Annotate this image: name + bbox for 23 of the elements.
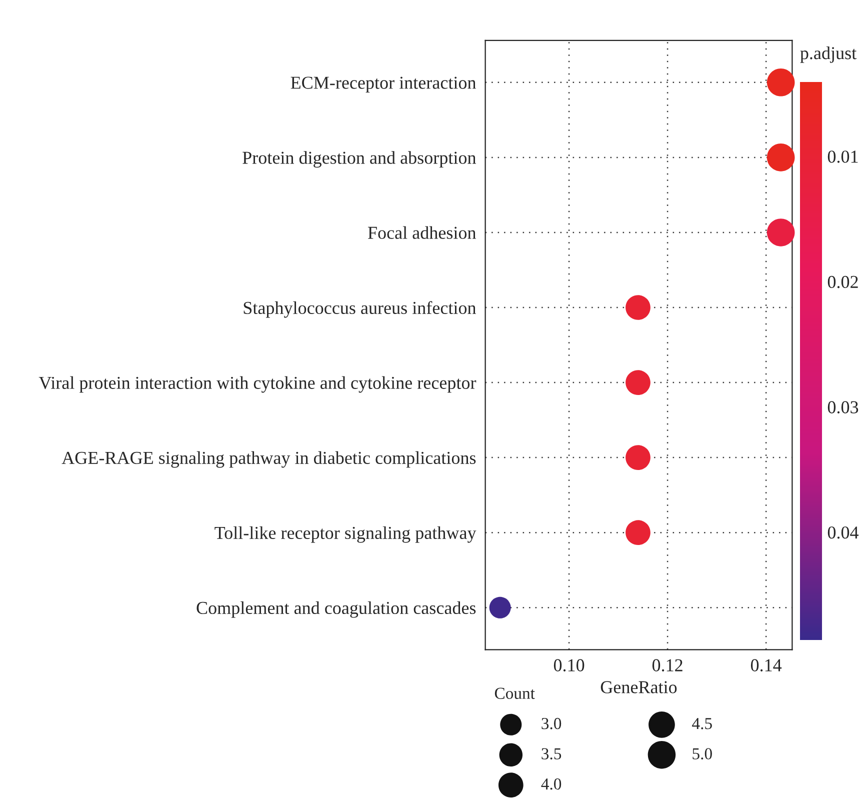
y-tick-label: Focal adhesion xyxy=(368,226,476,239)
y-tick-label: Staphylococcus aureus infection xyxy=(244,301,476,318)
x-tick-label: 0.10 xyxy=(554,659,584,672)
legend-label: 4.0 xyxy=(541,778,562,790)
y-tick-label: ECM-receptor interaction xyxy=(290,76,476,93)
legend-label: 4.5 xyxy=(692,718,712,730)
color-bar-label: 0.01 xyxy=(828,150,858,163)
x-tick-label: 0.12 xyxy=(652,659,682,672)
y-tick-label: AGE-RAGE signaling pathway in diabetic complications xyxy=(62,451,476,468)
y-tick-label: Toll-like receptor signaling pathway xyxy=(214,526,476,543)
x-axis-title: GeneRatio xyxy=(600,681,677,694)
y-tick-label: Complement and coagulation cascades xyxy=(196,601,476,618)
legend-label: 3.5 xyxy=(542,748,562,760)
color-bar-label: 0.04 xyxy=(828,526,859,539)
y-tick-label: Viral protein interaction with cytokine and cytokine receptor xyxy=(38,376,476,393)
color-bar-title: p.adjust xyxy=(800,46,856,63)
x-tick-label: 0.14 xyxy=(750,659,782,672)
legend-label: 5.0 xyxy=(692,748,712,760)
color-bar-label: 0.02 xyxy=(828,276,858,288)
legend-title: Count xyxy=(494,688,535,699)
y-tick-label: Protein digestion and absorption xyxy=(242,151,476,168)
color-bar-label: 0.03 xyxy=(828,401,858,414)
legend-label: 3.0 xyxy=(542,718,562,730)
